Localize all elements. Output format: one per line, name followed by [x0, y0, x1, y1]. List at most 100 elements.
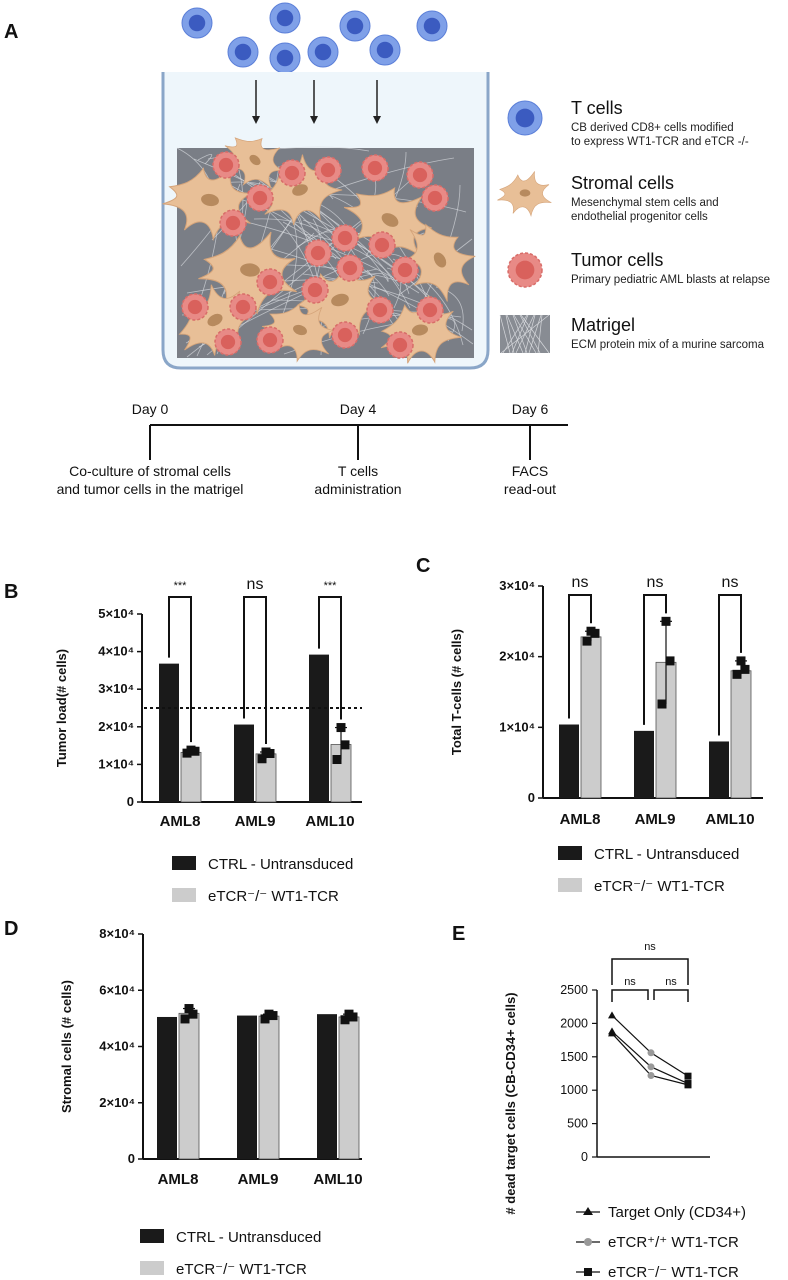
y-tick-label: 1×10⁴: [499, 719, 535, 734]
timeline-label: and tumor cells in the matrigel: [57, 481, 244, 497]
data-point: [180, 1014, 190, 1024]
tumor-cell: [301, 276, 329, 304]
data-point: [332, 755, 342, 765]
data-point: [336, 723, 346, 733]
tumor-cell: [304, 239, 332, 267]
legend-label: eTCR⁻/⁻ WT1-TCR: [176, 1261, 307, 1278]
y-axis-label: Stromal cells (# cells): [59, 980, 74, 1113]
y-tick-label: 0: [528, 790, 535, 805]
tumor-cell: [256, 326, 284, 354]
bar-ctrl: [234, 724, 254, 802]
legend-title: Tumor cells: [571, 250, 663, 270]
x-tick-label: AML10: [313, 1171, 362, 1188]
data-point: [684, 1072, 692, 1080]
data-point: [586, 626, 596, 636]
arrowhead-icon: [310, 116, 318, 124]
panel-letter-b: B: [4, 581, 18, 603]
x-tick-label: AML10: [305, 813, 354, 830]
data-point: [661, 616, 671, 626]
data-point: [657, 699, 667, 709]
x-tick-label: AML9: [635, 811, 676, 828]
tumor-cell: [246, 184, 274, 212]
legend-label: CTRL - Untransduced: [594, 846, 739, 863]
tumor-cell: [336, 254, 364, 282]
legend-label: eTCR⁻/⁻ WT1-TCR: [208, 888, 339, 905]
y-tick-label: 2×10⁴: [499, 649, 535, 664]
tumor-cell: [181, 293, 209, 321]
legend-title: Matrigel: [571, 315, 635, 335]
timeline-day: Day 4: [340, 401, 377, 417]
stromal-cell: [224, 137, 283, 189]
data-point: [684, 1080, 692, 1088]
y-tick-label: 2500: [560, 983, 588, 997]
y-tick-label: 1×10⁴: [98, 756, 134, 771]
y-tick-label: 500: [567, 1117, 588, 1131]
significance-label: ns: [247, 576, 264, 593]
x-tick-label: AML9: [238, 1171, 279, 1188]
legend-tcell: T cells CB derived CD8+ cells modified to …: [507, 98, 749, 148]
y-axis-label: Tumor load(# cells): [54, 649, 69, 767]
tumor-cell: [256, 268, 284, 296]
t-cell-top: [339, 10, 371, 42]
data-point: [186, 745, 196, 755]
tumor-cell: [278, 159, 306, 187]
data-point: [582, 636, 592, 646]
tumor-cell: [219, 209, 247, 237]
significance-label: ns: [644, 941, 656, 953]
significance-label: ***: [324, 580, 338, 592]
stromal-cell-icon: [497, 171, 552, 217]
tumor-cell: [416, 296, 444, 324]
x-tick-label: AML10: [705, 811, 754, 828]
data-point: [264, 1009, 274, 1019]
legend-marker: [584, 1238, 592, 1246]
significance-label: ns: [624, 976, 636, 988]
significance-label: ns: [722, 574, 739, 591]
timeline-day: Day 0: [132, 401, 169, 417]
legend-marker: [583, 1207, 593, 1215]
significance-bracket: [653, 989, 689, 1002]
significance-bracket: [643, 594, 667, 725]
tumor-cell: [331, 321, 359, 349]
significance-label: ns: [572, 574, 589, 591]
bar-ctrl: [559, 724, 579, 798]
tumor-cell: [368, 231, 396, 259]
bar-ctrl: [159, 663, 179, 802]
timeline-label: administration: [314, 481, 401, 497]
tumor-cell: [421, 184, 449, 212]
arrowhead-icon: [252, 116, 260, 124]
timeline-label: T cells: [338, 463, 378, 479]
data-point: [647, 1049, 655, 1057]
t-cell-top: [269, 42, 301, 74]
legend-swatch: [172, 856, 196, 870]
data-point: [732, 669, 742, 679]
legend-title: Stromal cells: [571, 173, 674, 193]
panel-letter-e: E: [452, 923, 465, 945]
timeline-day: Day 6: [512, 401, 549, 417]
significance-bracket: [718, 594, 742, 736]
bar-etcr: [180, 751, 202, 803]
panel-a: A T cells CB derived CD8+ cells modified to…: [4, 2, 770, 497]
tumor-cell: [386, 331, 414, 359]
y-tick-label: 4×10⁴: [98, 644, 134, 659]
timeline: Day 0 Co-culture of stromal cells and tumo…: [57, 401, 568, 497]
timeline-label: read-out: [504, 481, 556, 497]
y-tick-label: 8×10⁴: [99, 926, 135, 941]
y-tick-label: 2×10⁴: [99, 1095, 135, 1110]
y-tick-label: 3×10⁴: [98, 681, 134, 696]
t-cell-top: [269, 2, 301, 34]
panel-letter-d: D: [4, 918, 18, 940]
data-point: [740, 664, 750, 674]
data-point: [340, 740, 350, 750]
data-point: [260, 1014, 270, 1024]
y-tick-label: 3×10⁴: [499, 578, 535, 593]
bar-ctrl: [309, 654, 329, 802]
y-tick-label: 0: [127, 794, 134, 809]
legend-desc: ECM protein mix of a murine sarcoma: [571, 339, 765, 351]
arrowhead-icon: [373, 116, 381, 124]
y-axis-label: Total T-cells (# cells): [449, 629, 464, 755]
panel-letter-c: C: [416, 555, 430, 577]
x-tick-label: AML8: [160, 813, 201, 830]
y-tick-label: 0: [581, 1150, 588, 1164]
significance-bracket: [168, 596, 192, 743]
